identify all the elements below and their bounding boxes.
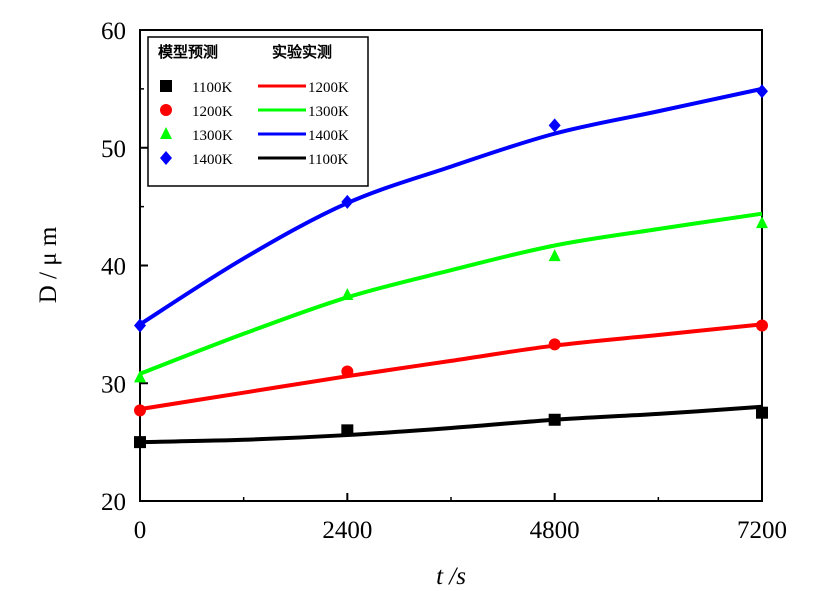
y-tick-label: 60 [101, 18, 126, 45]
legend-experiment-label: 1200K [308, 80, 349, 96]
legend-experiment-title: 实验实测 [272, 43, 332, 61]
model-marker-1400K [548, 118, 561, 133]
legend-marker-1100K [160, 80, 172, 92]
model-marker-1100K [134, 436, 146, 449]
legend-experiment-label: 1100K [308, 152, 348, 168]
x-tick-label: 7200 [737, 517, 787, 544]
model-marker-1100K [341, 424, 354, 437]
model-marker-1200K [756, 319, 768, 332]
legend-model-label: 1100K [192, 80, 232, 96]
experiment-line-1200K [139, 322, 763, 412]
x-axis-title: t /s [436, 563, 466, 590]
experiment-line-1100K [139, 404, 763, 445]
model-marker-1300K [548, 249, 561, 262]
legend-marker-1200K [160, 104, 172, 116]
y-tick-label: 30 [101, 371, 126, 398]
legend-marker-1300K [160, 127, 172, 139]
x-tick-label: 0 [134, 517, 147, 544]
model-marker-1100K [548, 413, 561, 426]
model-marker-1200K [341, 365, 354, 378]
model-marker-1100K [756, 406, 768, 419]
legend-model-label: 1400K [192, 152, 233, 168]
model-marker-1400K [756, 84, 768, 99]
model-marker-1400K [341, 194, 354, 209]
model-marker-1300K [756, 216, 768, 229]
legend-model-label: 1300K [192, 128, 233, 144]
legend-rows: 1100K 1200K 1200K 1300K 1300K 1400K 1400K 1100K [160, 80, 349, 168]
legend-experiment-label: 1400K [308, 128, 349, 144]
y-axis-title: D / μ m [35, 226, 62, 303]
model-markers [134, 84, 768, 449]
legend-model-label: 1200K [192, 104, 233, 120]
x-tick-label: 2400 [322, 517, 372, 544]
model-marker-1200K [548, 338, 561, 351]
axis-ticks: 0 2400 4800 7200 20 30 40 50 60 [101, 18, 787, 544]
legend-model-title: 模型预测 [158, 43, 218, 61]
model-marker-1200K [134, 404, 146, 417]
y-tick-label: 20 [101, 489, 126, 516]
experiment-line-1300K [139, 211, 763, 376]
experiment-lines [138, 86, 763, 445]
model-marker-1300K [341, 287, 354, 300]
model-marker-1300K [134, 370, 146, 383]
legend-experiment-label: 1300K [308, 104, 349, 120]
y-tick-label: 50 [101, 136, 126, 163]
legend: 模型预测 实验实测 1100K 1200K 1200K 1300K 1300K 1400K… [147, 36, 369, 187]
model-marker-1400K [134, 318, 146, 333]
x-tick-label: 4800 [530, 517, 580, 544]
experiment-line-1400K [138, 86, 763, 327]
y-tick-label: 40 [101, 254, 126, 281]
legend-marker-1400K [160, 151, 172, 165]
